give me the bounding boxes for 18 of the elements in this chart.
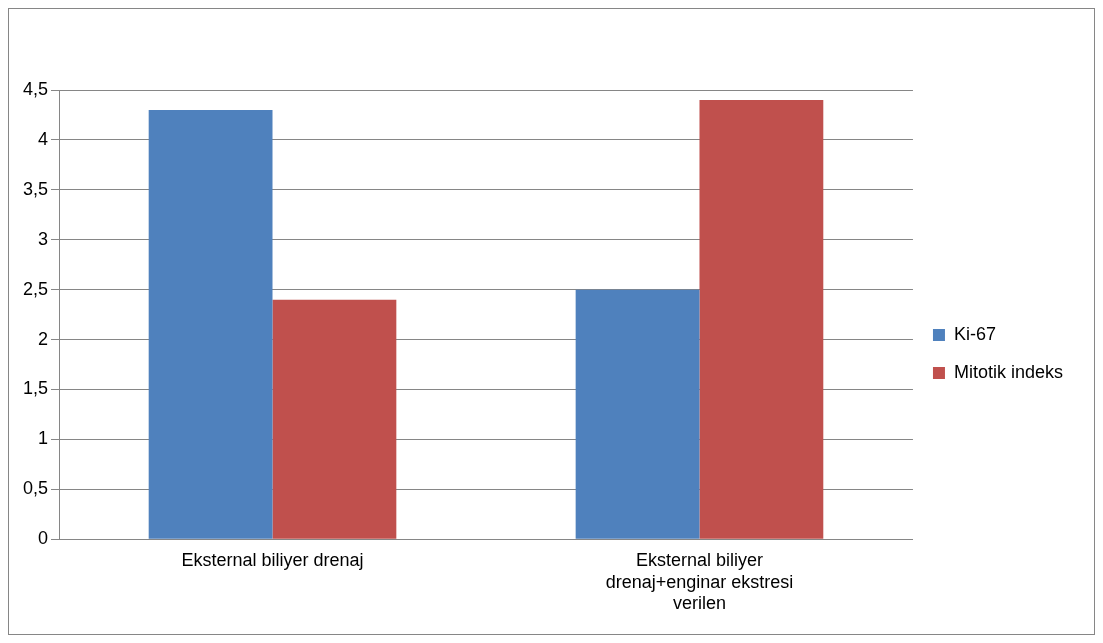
bar <box>272 299 397 539</box>
y-tick-label: 4 <box>38 128 49 149</box>
x-tick-label: Eksternal biliyer drenaj+enginar ekstresi verilen <box>605 549 794 614</box>
bar <box>148 109 273 539</box>
legend-label: Mitotik indeks <box>953 361 1064 382</box>
y-tick-label: 0 <box>38 528 49 549</box>
y-tick-label: 3,5 <box>22 178 49 199</box>
bar <box>699 99 824 539</box>
y-tick-label: 2,5 <box>22 278 49 299</box>
y-tick-label: 1,5 <box>22 378 49 399</box>
y-tick-label: 0,5 <box>22 478 49 499</box>
x-tick-label: Eksternal biliyer drenaj <box>181 549 364 570</box>
y-tick-label: 3 <box>38 228 49 249</box>
y-tick-label: 2 <box>38 328 49 349</box>
y-tick-label: 4,5 <box>22 78 49 99</box>
bar <box>575 289 700 539</box>
y-tick-label: 1 <box>38 428 49 449</box>
legend-label: Ki-67 <box>953 323 996 344</box>
